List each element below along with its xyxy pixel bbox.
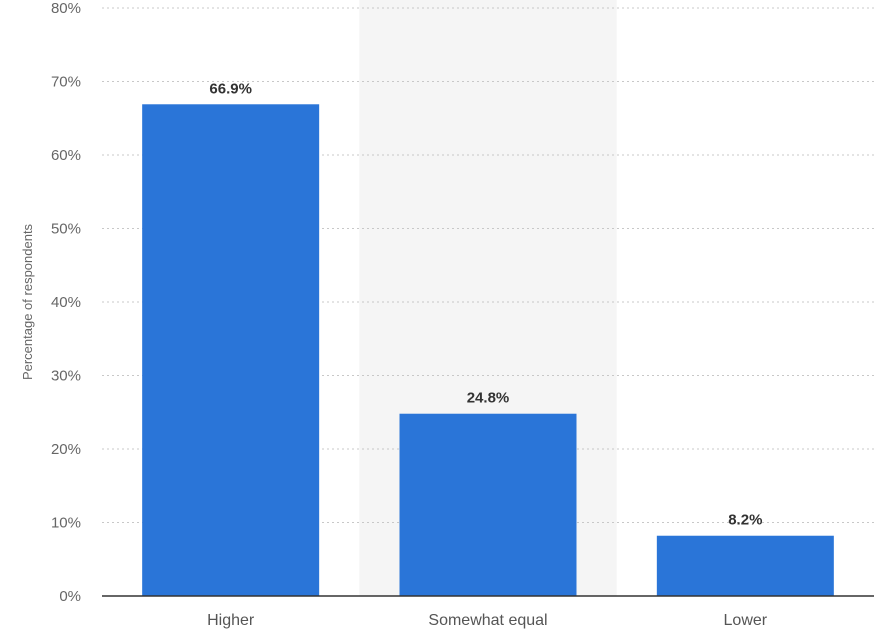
y-tick-label: 50% (51, 221, 81, 238)
y-tick-label: 30% (51, 368, 81, 385)
bar-lower[interactable] (656, 535, 834, 596)
labels: 0% 10% 20% 30% 40% 50% 60% 70% 80% 66.9% Higher 24.… (51, 0, 768, 629)
y-axis-title: Percentage of respondents (20, 223, 35, 380)
x-category-label: Higher (207, 612, 255, 629)
x-category-label: Lower (724, 612, 768, 629)
data-label: 24.8% (467, 390, 510, 407)
y-tick-label: 70% (51, 74, 81, 91)
y-tick-label: 20% (51, 441, 81, 458)
x-category-label: Somewhat equal (428, 612, 547, 629)
y-tick-label: 60% (51, 147, 81, 164)
data-label: 66.9% (209, 80, 252, 97)
y-tick-label: 0% (59, 588, 81, 605)
y-tick-label: 80% (51, 0, 81, 17)
bars (142, 104, 834, 596)
y-tick-label: 10% (51, 515, 81, 532)
data-label: 8.2% (728, 512, 762, 529)
bar-somewhat-equal[interactable] (399, 413, 577, 596)
bar-higher[interactable] (142, 104, 320, 596)
y-tick-label: 40% (51, 294, 81, 311)
